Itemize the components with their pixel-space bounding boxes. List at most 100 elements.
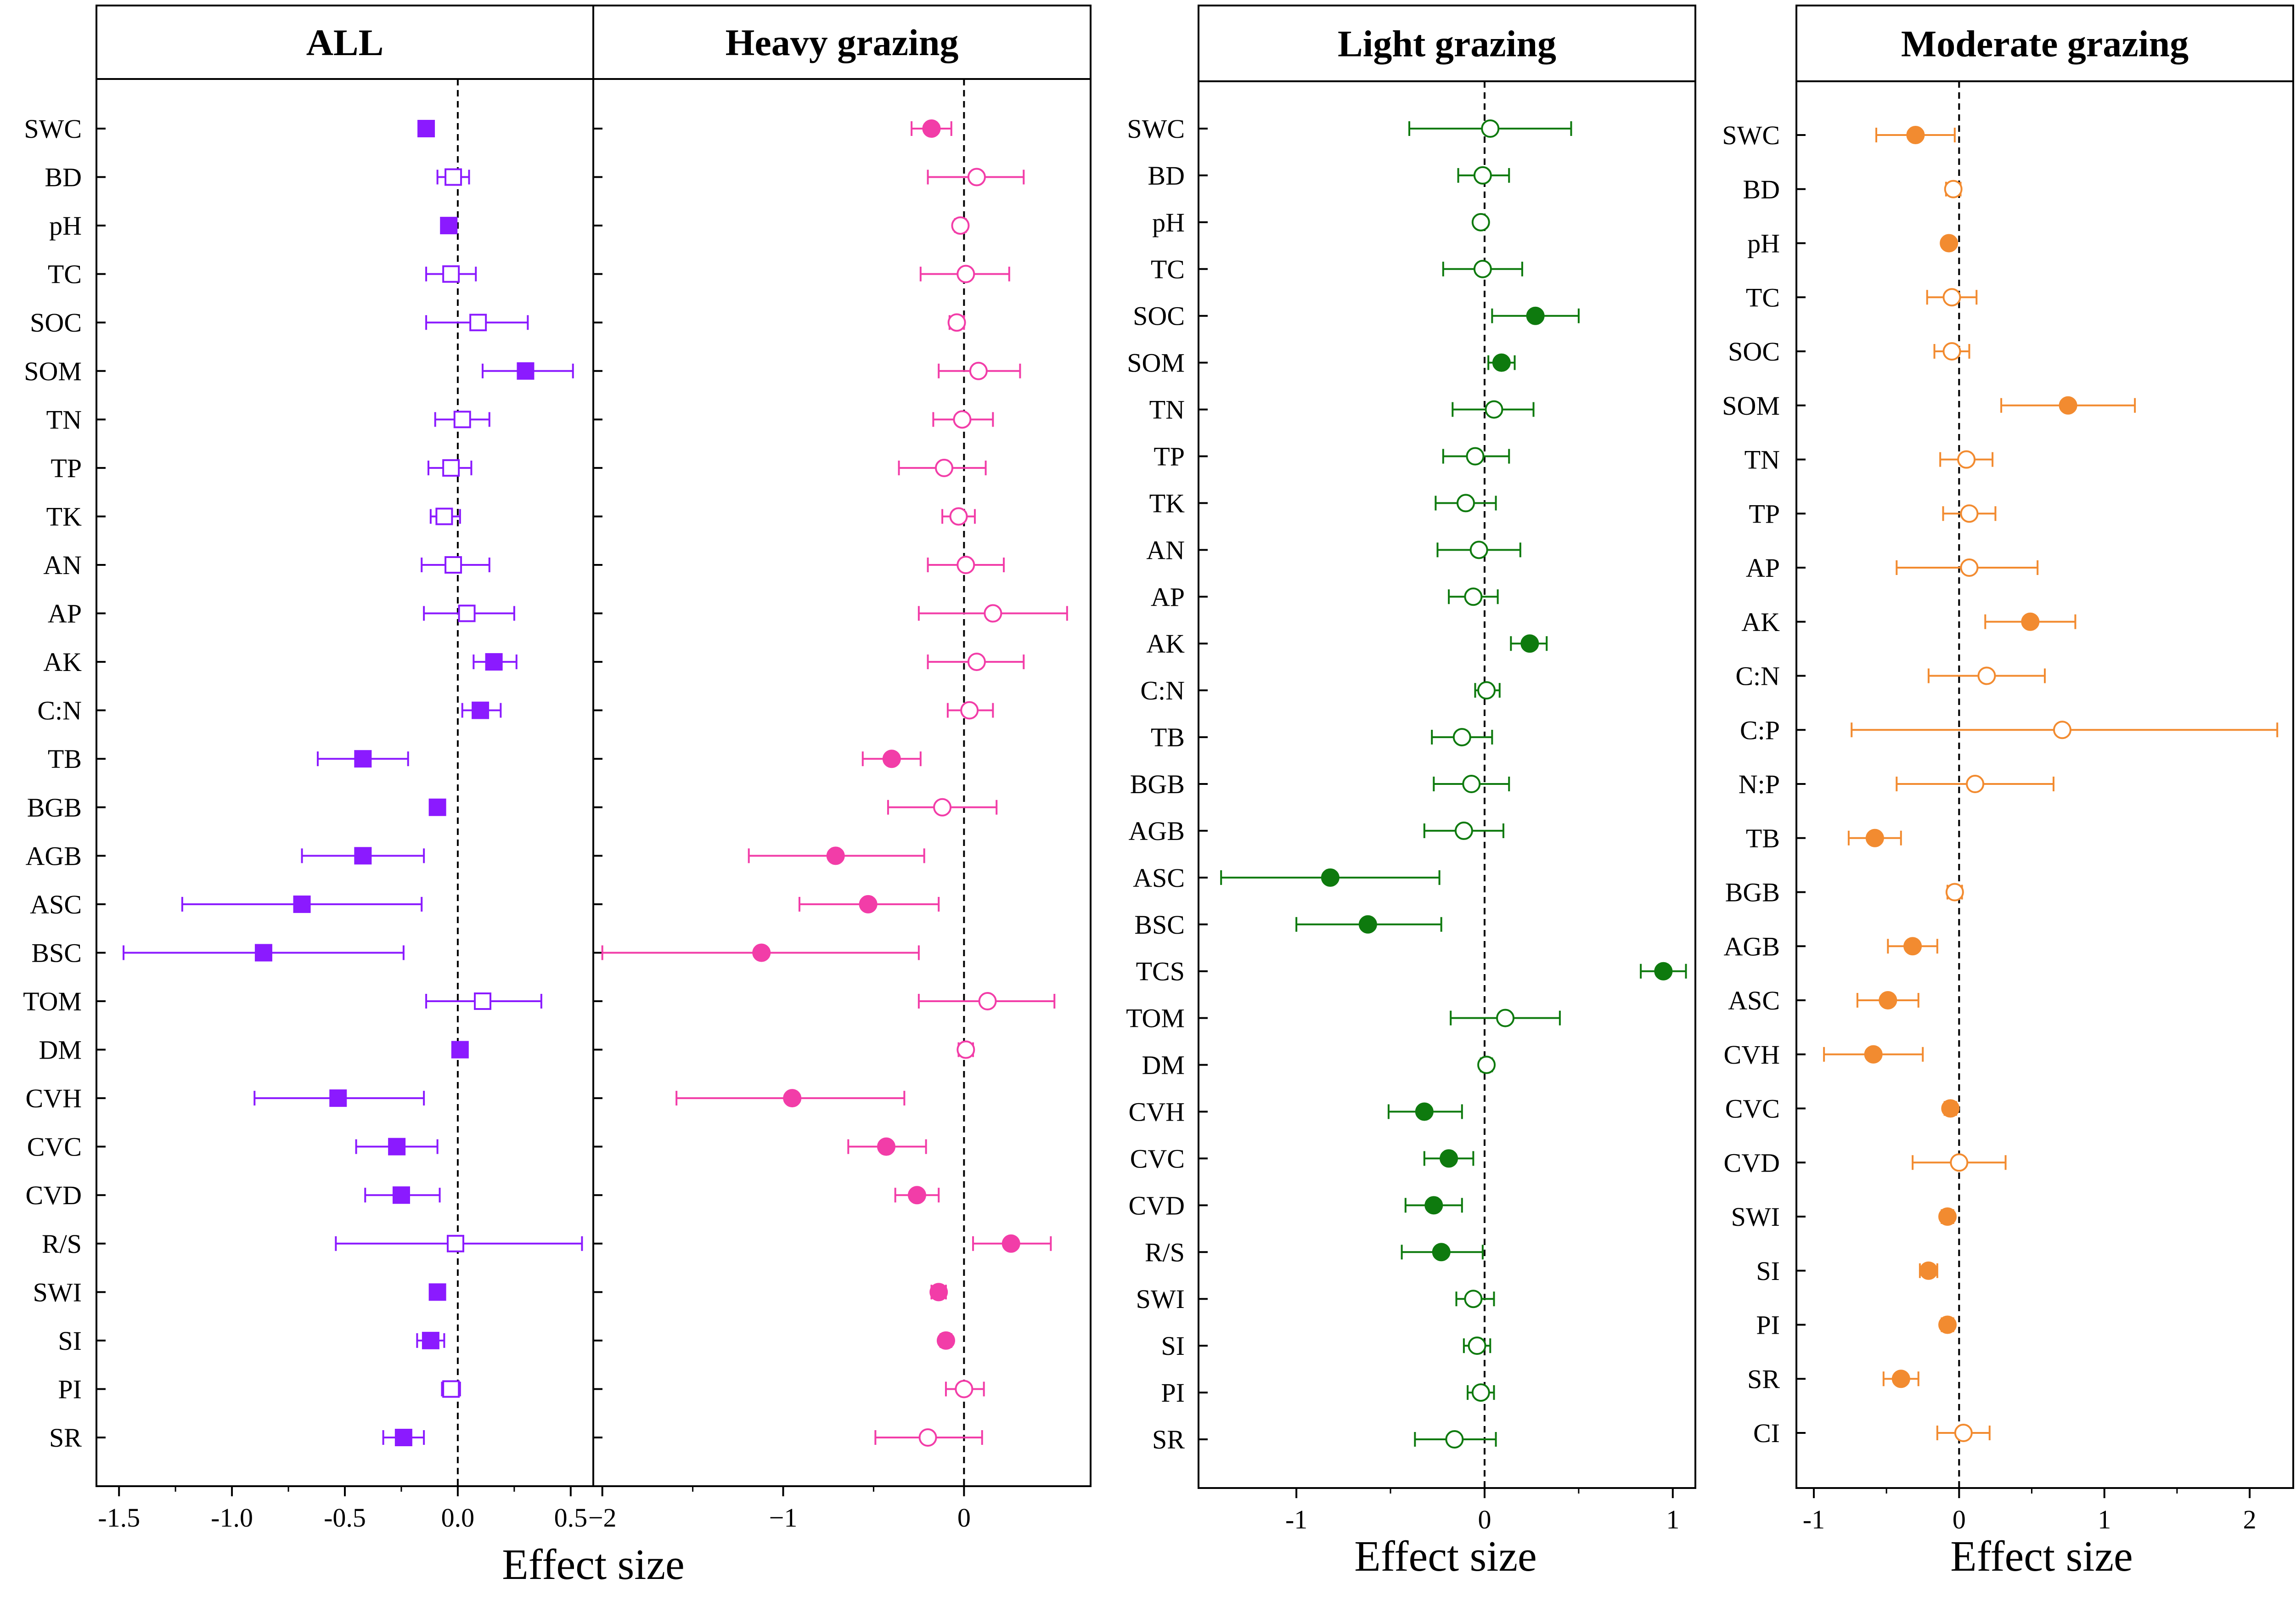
effect-point xyxy=(1966,775,1985,793)
effect-point xyxy=(1469,541,1488,559)
effect-point xyxy=(2021,612,2040,631)
effect-point xyxy=(1452,728,1471,747)
effect-point xyxy=(877,1137,895,1156)
category-label: SWC xyxy=(1127,114,1185,144)
category-label: SOC xyxy=(1133,301,1185,331)
x-tick-label: 0 xyxy=(1953,1505,1966,1534)
x-tick-label: -1.5 xyxy=(98,1503,140,1533)
effect-point xyxy=(354,847,372,865)
category-label: SOM xyxy=(1722,391,1780,421)
category-label: SR xyxy=(1747,1364,1780,1394)
category-label: PI xyxy=(58,1374,82,1404)
category-label: AK xyxy=(1741,607,1780,637)
x-tick-label: 0 xyxy=(1478,1505,1491,1534)
effect-point xyxy=(1960,504,1979,523)
effect-point xyxy=(422,1331,439,1349)
category-label: TN xyxy=(1149,395,1185,425)
category-label: R/S xyxy=(42,1229,82,1259)
category-label: TP xyxy=(1154,442,1185,472)
category-label: C:N xyxy=(1140,676,1185,705)
effect-point xyxy=(957,556,975,574)
effect-point xyxy=(442,265,460,283)
effect-point xyxy=(1865,829,1884,847)
category-label: SR xyxy=(49,1423,82,1453)
effect-point xyxy=(936,1331,955,1350)
effect-point xyxy=(1477,1055,1496,1074)
x-tick-label: 0.5 xyxy=(554,1503,588,1533)
category-label: AK xyxy=(1146,629,1185,659)
effect-point xyxy=(1891,1370,1910,1388)
category-label: TOM xyxy=(23,987,82,1016)
category-label: ASC xyxy=(1133,863,1185,893)
x-axis-label-light: Effect size xyxy=(1354,1533,1537,1580)
category-label: CVC xyxy=(1725,1094,1780,1124)
effect-point xyxy=(474,992,492,1010)
x-tick-label: 0 xyxy=(957,1503,971,1533)
category-label: SWC xyxy=(1722,120,1780,150)
effect-point xyxy=(1903,937,1922,956)
x-tick-label: -0.5 xyxy=(324,1503,366,1533)
category-label: SWI xyxy=(1731,1202,1780,1232)
effect-point xyxy=(453,411,471,428)
effect-point xyxy=(445,168,462,186)
effect-point xyxy=(1473,259,1492,278)
effect-point xyxy=(918,1428,937,1447)
effect-point xyxy=(1941,1099,1960,1118)
effect-point xyxy=(517,362,535,380)
effect-point xyxy=(388,1138,406,1156)
effect-point xyxy=(783,1089,802,1108)
effect-point xyxy=(949,507,968,526)
effect-point xyxy=(1906,126,1925,144)
effect-point xyxy=(955,1380,974,1398)
effect-point xyxy=(458,604,476,622)
effect-point xyxy=(1977,666,1996,685)
effect-point xyxy=(442,1380,460,1398)
effect-point xyxy=(1950,1153,1969,1172)
effect-point xyxy=(859,895,878,913)
x-axis-label-left: Effect size xyxy=(502,1541,685,1589)
effect-point xyxy=(293,895,311,913)
category-label: SI xyxy=(58,1326,82,1356)
x-axis-label-moderate: Effect size xyxy=(1950,1533,2133,1580)
effect-point xyxy=(417,120,435,137)
x-tick-label: 1 xyxy=(1666,1505,1679,1534)
x-tick-label: −1 xyxy=(769,1503,798,1533)
effect-point xyxy=(451,1041,469,1059)
category-label: SOM xyxy=(1127,348,1185,378)
category-label: BGB xyxy=(1725,878,1780,908)
effect-point xyxy=(957,1040,975,1059)
category-label: BGB xyxy=(27,793,82,823)
effect-point xyxy=(469,314,487,332)
category-label: PI xyxy=(1756,1310,1780,1340)
effect-point xyxy=(446,1235,464,1252)
effect-point xyxy=(1938,1315,1957,1334)
effect-point xyxy=(1879,991,1897,1009)
effect-point xyxy=(1454,821,1473,840)
category-label: SOC xyxy=(30,308,82,338)
x-tick-label: 1 xyxy=(2098,1505,2111,1534)
category-label: BSC xyxy=(1134,910,1185,940)
effect-point xyxy=(1456,494,1475,513)
panel-title: Light grazing xyxy=(1338,23,1556,65)
effect-point xyxy=(1432,1243,1451,1262)
category-label: AGB xyxy=(1129,816,1185,846)
effect-point xyxy=(935,458,954,477)
category-label: R/S xyxy=(1145,1237,1185,1267)
effect-point xyxy=(967,653,986,671)
effect-point xyxy=(1464,1290,1483,1308)
effect-point xyxy=(1473,166,1492,185)
effect-point xyxy=(1464,587,1483,606)
effect-point xyxy=(1462,775,1481,793)
panel-moderate-grazing: Moderate grazing -1 0 1 2 SWC BD pH TC SOC SOM TN TP… xyxy=(1722,5,2294,1534)
panel-frame xyxy=(96,5,594,1487)
category-label: BD xyxy=(1743,175,1780,204)
effect-point xyxy=(1942,288,1961,307)
effect-point xyxy=(1938,1207,1957,1226)
effect-point xyxy=(2053,721,2071,739)
category-label: CVD xyxy=(1724,1148,1780,1178)
category-label: TB xyxy=(1746,823,1780,853)
effect-point xyxy=(1520,634,1539,653)
effect-point xyxy=(951,216,970,235)
category-label: pH xyxy=(49,211,82,241)
